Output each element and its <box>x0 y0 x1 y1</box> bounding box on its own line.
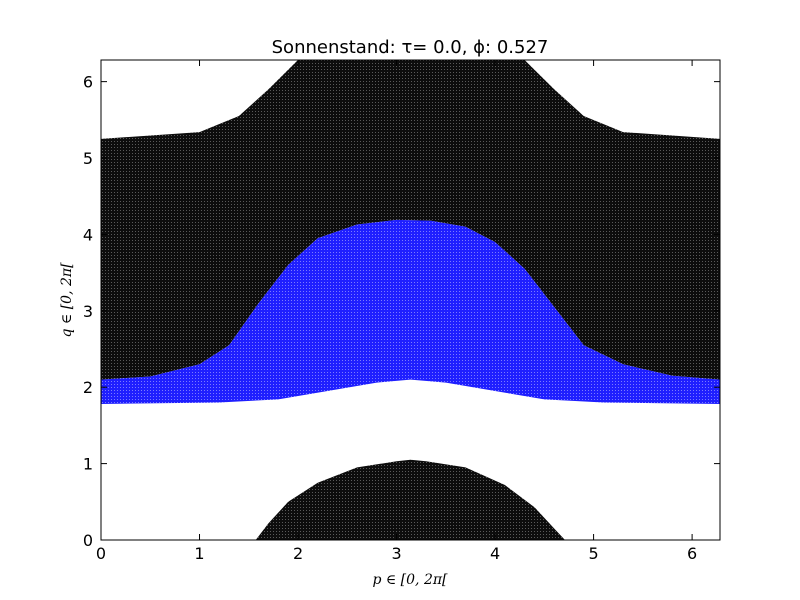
y-axis-ticks: 0 1 2 3 4 5 6 <box>83 73 720 550</box>
black-upper-region <box>101 60 720 380</box>
y-axis-label: q ∈ [0, 2π[ <box>59 262 75 338</box>
y-tick-label: 4 <box>83 225 93 244</box>
y-tick-label: 0 <box>83 531 93 550</box>
x-tick-label: 0 <box>96 544 106 563</box>
x-axis-ticks: 0 1 2 3 4 5 6 <box>96 60 697 563</box>
x-tick-label: 5 <box>588 544 598 563</box>
y-tick-label: 1 <box>83 455 93 474</box>
y-tick-label: 3 <box>83 302 93 321</box>
blue-band-region <box>101 219 720 404</box>
x-tick-label: 2 <box>293 544 303 563</box>
y-tick-label: 2 <box>83 378 93 397</box>
y-tick-label: 6 <box>83 73 93 92</box>
plot-frame <box>100 59 721 541</box>
black-lower-region <box>255 459 565 540</box>
plot-area <box>101 60 720 540</box>
chart-title: Sonnenstand: τ= 0.0, ϕ: 0.527 <box>272 37 549 58</box>
x-tick-label: 6 <box>687 544 697 563</box>
x-tick-label: 1 <box>194 544 204 563</box>
y-tick-label: 5 <box>83 149 93 168</box>
x-axis-label: p ∈ [0, 2π[ <box>372 572 448 588</box>
x-tick-label: 4 <box>490 544 500 563</box>
x-tick-label: 3 <box>391 544 401 563</box>
